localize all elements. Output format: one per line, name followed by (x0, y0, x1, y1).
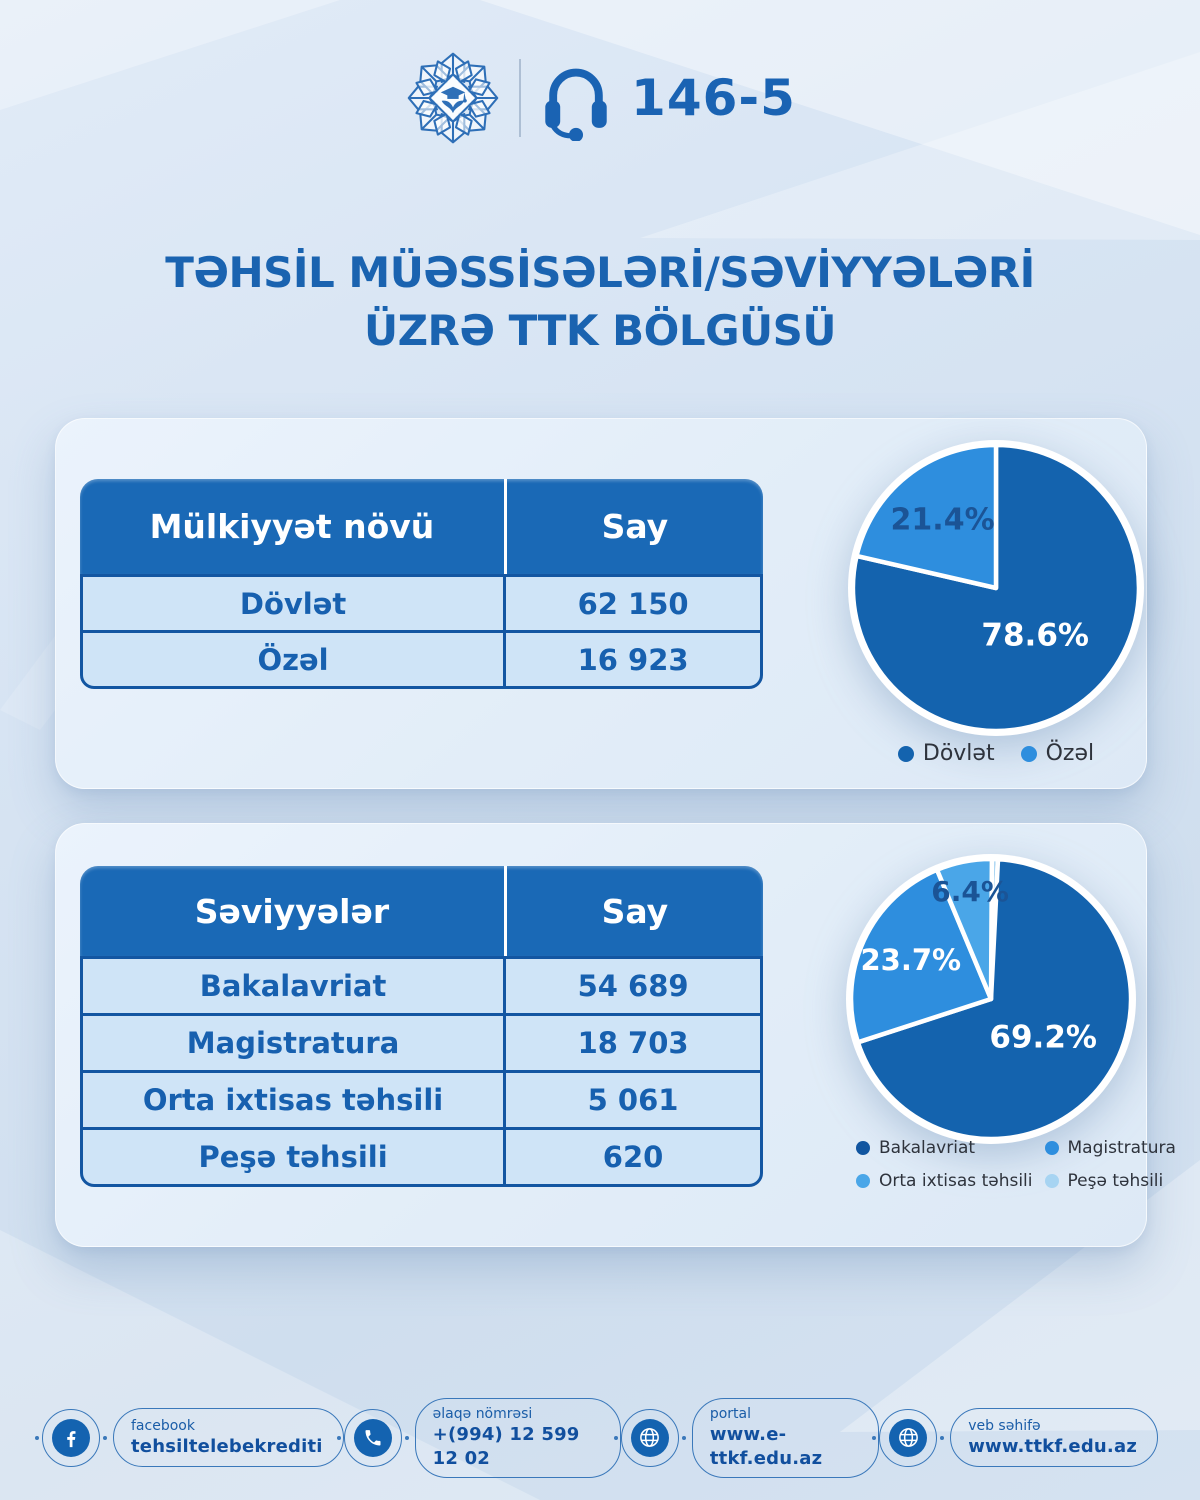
page-title: TƏHSİL MÜƏSSİSƏLƏRİ/SƏVİYYƏLƏRİ ÜZRƏ TTK… (0, 244, 1200, 360)
education-fund-logo-icon (407, 52, 499, 144)
legend-label: Peşə təhsili (1067, 1171, 1164, 1191)
icon-ring (872, 1408, 945, 1467)
contact-portal: portal www.e-ttkf.edu.az (613, 1398, 880, 1478)
legend-dot (856, 1141, 870, 1155)
legend-dot (1044, 1174, 1059, 1188)
table-header-cell: Say (601, 507, 669, 546)
pie-slice-magistratura (848, 867, 994, 1045)
contact-website: veb səhifə www.ttkf.edu.az (872, 1408, 1158, 1468)
legend-dot (1020, 745, 1037, 762)
table-row: Özəl 16 923 (83, 630, 760, 686)
headset-icon (545, 68, 607, 141)
table-header-row: Səviyyələr Say (80, 866, 763, 956)
table-cell-label: Özəl (83, 633, 507, 686)
legend-label: Özəl (1045, 741, 1095, 766)
table-cell-value: 54 689 (577, 969, 689, 1003)
facebook-icon (52, 1418, 90, 1457)
contact-value: www.e-ttkf.edu.az (709, 1424, 823, 1469)
ownership-table: Mülkiyyət növü Say Dövlət 62 150 Özəl 16… (80, 479, 763, 689)
table-header-cell: Mülkiyyət növü (80, 479, 507, 574)
pie-slice--z-l (854, 442, 999, 591)
legend-item: Dövlət (897, 741, 995, 766)
table-cell-label: Orta ixtisas təhsili (83, 1073, 507, 1127)
table-cell-value: 62 150 (577, 586, 689, 621)
header-brand: 146-5 (0, 46, 1200, 150)
table-cell-label: Dövlət (83, 577, 507, 630)
globe-icon (889, 1418, 928, 1457)
facebook-pill[interactable]: facebook tehsiltelebekrediti (113, 1408, 344, 1468)
icon-ring (613, 1408, 686, 1467)
levels-pie-legend: Bakalavriat Magistratura Orta ixtisas tə… (856, 1138, 1176, 1191)
page-title-line1: TƏHSİL MÜƏSSİSƏLƏRİ/SƏVİYYƏLƏRİ (165, 248, 1035, 297)
contact-value: www.ttkf.edu.az (968, 1435, 1137, 1457)
legend-label: Orta ixtisas təhsili (879, 1171, 1033, 1191)
levels-table: Səviyyələr Say Bakalavriat 54 689 Magist… (80, 866, 763, 1187)
pie-slice-orta-ixtisas-t-hsili (934, 856, 995, 1002)
table-header-cell: Səviyyələr (80, 866, 507, 956)
portal-pill[interactable]: portal www.e-ttkf.edu.az (691, 1398, 880, 1478)
contact-label: facebook (131, 1417, 195, 1434)
legend-item: Magistratura (1044, 1138, 1176, 1158)
legend-label: Bakalavriat (879, 1138, 976, 1158)
table-body: Dövlət 62 150 Özəl 16 923 (80, 574, 763, 689)
pie-slice-label: 23.7% (860, 943, 961, 977)
contact-phone: əlaqə nömrəsi +(994) 12 599 12 02 (336, 1398, 621, 1478)
legend-item: Peşə təhsili (1044, 1171, 1176, 1191)
contact-value: +(994) 12 599 12 02 (432, 1424, 580, 1469)
table-cell-label: Magistratura (83, 1016, 507, 1070)
pie-slice-label: 69.2% (989, 1020, 1097, 1056)
legend-item: Bakalavriat (856, 1138, 1033, 1158)
legend-dot (897, 745, 914, 762)
phone-icon (353, 1418, 392, 1457)
legend-item: Orta ixtisas təhsili (856, 1171, 1033, 1191)
table-cell-label: Peşə təhsili (83, 1130, 507, 1184)
page-title-line2: ÜZRƏ TTK BÖLGÜSÜ (363, 306, 837, 355)
levels-pie-chart: 69.2% 23.7% 6.4% (846, 854, 1136, 1144)
legend-label: Magistratura (1067, 1138, 1176, 1158)
pie-slice-label: 21.4% (891, 502, 995, 537)
levels-card: Səviyyələr Say Bakalavriat 54 689 Magist… (55, 823, 1176, 1247)
table-row: Bakalavriat 54 689 (83, 959, 760, 1013)
table-cell-value: 18 703 (577, 1026, 689, 1060)
hotline-number: 146-5 (631, 69, 796, 127)
pie-slice-bakalavriat (855, 856, 1134, 1142)
table-header-row: Mülkiyyət növü Say (80, 479, 763, 574)
legend-dot (856, 1174, 870, 1188)
contact-value: tehsiltelebekrediti (131, 1435, 323, 1457)
brand-divider (519, 59, 522, 137)
table-cell-label: Bakalavriat (83, 959, 507, 1013)
contact-facebook: facebook tehsiltelebekrediti (35, 1408, 344, 1468)
icon-ring (336, 1408, 409, 1467)
contact-label: veb səhifə (968, 1417, 1041, 1434)
pie-slice-label: 6.4% (931, 875, 1009, 908)
table-header-cell: Say (601, 891, 669, 931)
legend-item: Özəl (1020, 741, 1095, 766)
ownership-card: Mülkiyyət növü Say Dövlət 62 150 Özəl 16… (55, 418, 1147, 789)
table-row: Peşə təhsili 620 (83, 1127, 760, 1184)
website-pill[interactable]: veb səhifə www.ttkf.edu.az (950, 1408, 1158, 1468)
contact-label: portal (709, 1406, 752, 1422)
table-cell-value: 16 923 (577, 642, 689, 677)
table-body: Bakalavriat 54 689 Magistratura 18 703 O… (80, 956, 763, 1187)
legend-label: Dövlət (922, 741, 995, 766)
globe-icon (630, 1418, 669, 1457)
table-row: Orta ixtisas təhsili 5 061 (83, 1070, 760, 1127)
table-cell-value: 620 (602, 1140, 664, 1174)
footer-contacts: facebook tehsiltelebekrediti əlaqə nömrə… (35, 1398, 1158, 1478)
table-cell-value: 5 061 (587, 1083, 679, 1117)
ownership-pie-legend: Dövlət Özəl (841, 741, 1151, 766)
pie-slice-label: 78.6% (981, 618, 1089, 654)
ownership-pie-chart: 78.6% 21.4% (848, 440, 1144, 736)
icon-ring (35, 1408, 107, 1467)
legend-dot (1044, 1141, 1059, 1155)
contact-label: əlaqə nömrəsi (432, 1406, 533, 1422)
table-row: Magistratura 18 703 (83, 1013, 760, 1070)
phone-pill[interactable]: əlaqə nömrəsi +(994) 12 599 12 02 (414, 1398, 621, 1478)
table-row: Dövlət 62 150 (83, 577, 760, 630)
